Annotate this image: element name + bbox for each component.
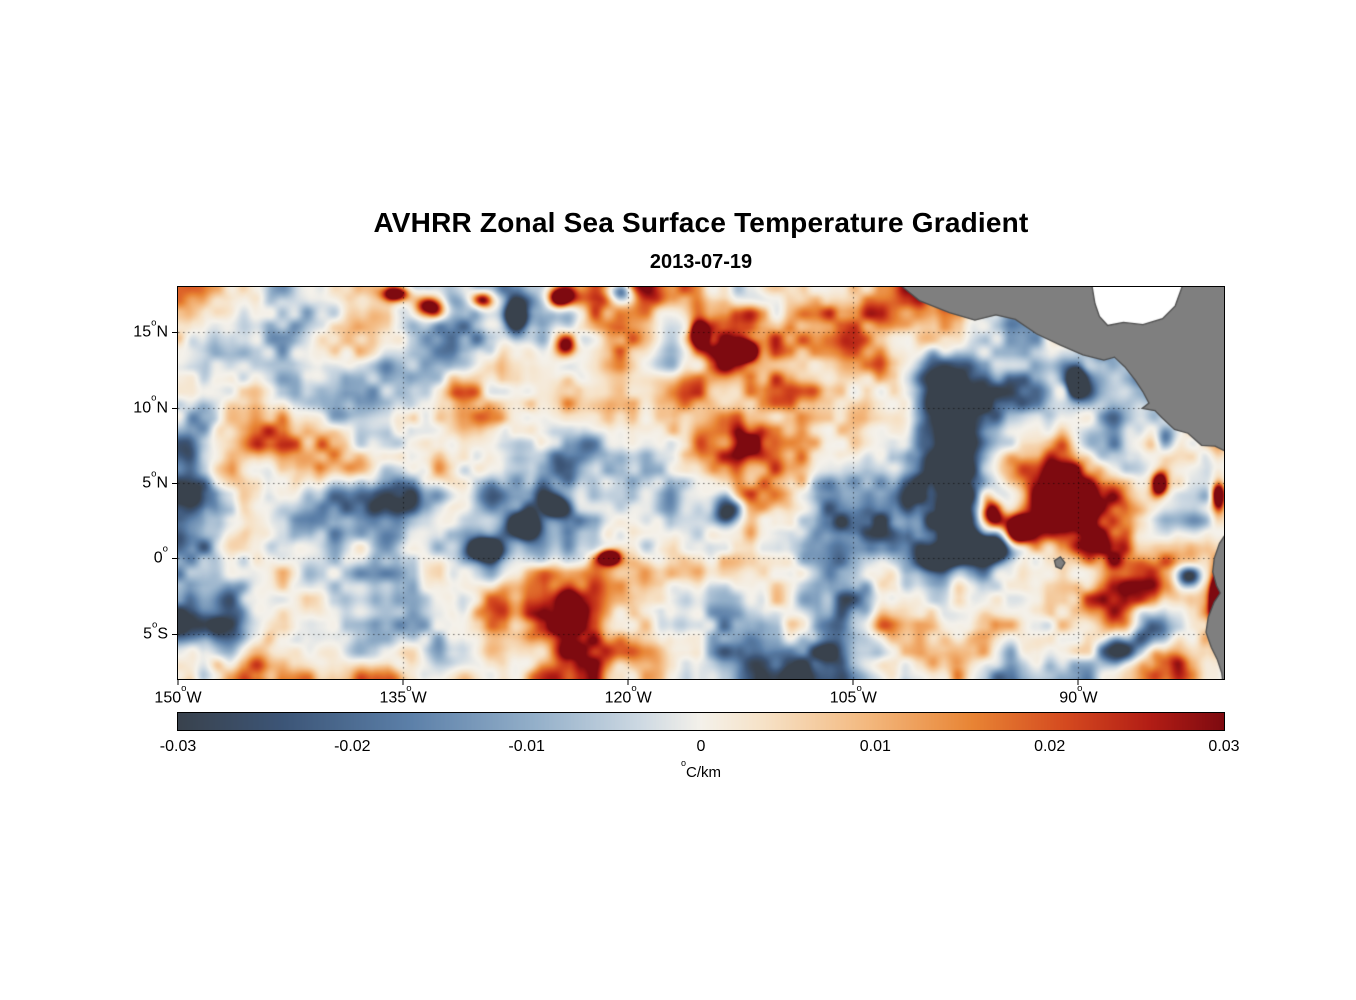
y-tick-mark	[172, 633, 178, 635]
colorbar-unit-label: oC/km	[177, 758, 1225, 781]
colorbar-tick-label: -0.02	[334, 738, 371, 755]
degree-symbol: o	[151, 618, 158, 630]
colorbar-tick-label: 0	[696, 738, 706, 755]
degree-symbol: o	[406, 682, 412, 694]
x-tick-label: 90oW	[1059, 682, 1098, 707]
degree-symbol: o	[151, 468, 157, 480]
y-tick-label: 5oS	[143, 618, 168, 643]
x-tick-label: 120oW	[604, 682, 652, 707]
y-tick-mark	[172, 558, 178, 560]
degree-symbol: o	[181, 682, 187, 694]
colorbar-tick-label: -0.03	[159, 738, 197, 755]
y-tick-label: 10oN	[133, 392, 168, 417]
x-tick-mark	[402, 679, 404, 685]
degree-symbol: o	[162, 543, 168, 555]
x-tick-mark	[1077, 679, 1079, 685]
degree-symbol: o	[151, 392, 157, 404]
x-tick-label: 135oW	[379, 682, 427, 707]
sst-gradient-heatmap-canvas	[178, 287, 1224, 679]
x-tick-mark	[177, 679, 179, 685]
unit-text: C/km	[686, 764, 721, 781]
degree-symbol: o	[680, 758, 686, 769]
x-tick-label: 150oW	[154, 682, 202, 707]
colorbar-tick-label: 0.01	[859, 738, 891, 755]
degree-symbol: o	[1077, 682, 1083, 694]
chart-subtitle: 2013-07-19	[649, 251, 753, 273]
degree-symbol: o	[151, 317, 157, 329]
map-axes: 15oN 10oN 5oN 0o 5oS 150oW 135oW 120oW 105oW 90o…	[133, 286, 1225, 706]
degree-symbol: o	[631, 682, 637, 694]
colorbar	[177, 712, 1225, 731]
x-tick-mark	[852, 679, 854, 685]
y-tick-mark	[172, 483, 178, 484]
chart-title: AVHRR Zonal Sea Surface Temperature Grad…	[373, 207, 1029, 238]
degree-symbol: o	[856, 682, 862, 694]
y-tick-label: 15oN	[133, 317, 168, 341]
colorbar-tick-label: -0.01	[508, 738, 545, 755]
colorbar-tick-label: 0.02	[1034, 738, 1066, 755]
x-tick-mark	[627, 679, 629, 685]
colorbar-tick-labels: -0.03 -0.02 -0.01 0 0.01 0.02 0.03	[160, 738, 1240, 760]
y-tick-label: 5oN	[142, 468, 168, 492]
y-tick-label: 0o	[153, 543, 168, 568]
x-tick-label: 105oW	[829, 682, 877, 707]
colorbar-gradient-canvas	[178, 713, 1224, 730]
colorbar-tick-label: 0.03	[1208, 738, 1240, 755]
y-tick-mark	[172, 332, 178, 334]
y-tick-mark	[172, 407, 178, 409]
